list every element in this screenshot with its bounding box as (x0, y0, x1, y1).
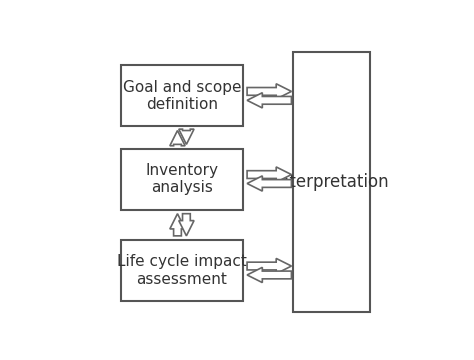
Bar (121, 66, 243, 126)
Text: Life cycle impact
assessment: Life cycle impact assessment (117, 254, 247, 287)
Bar (121, 149, 243, 210)
Polygon shape (170, 214, 185, 236)
Polygon shape (179, 214, 194, 236)
Polygon shape (247, 84, 292, 99)
Text: Goal and scope
definition: Goal and scope definition (123, 80, 241, 112)
Text: Inventory
analysis: Inventory analysis (146, 163, 219, 195)
Polygon shape (247, 167, 292, 182)
Polygon shape (247, 93, 292, 108)
Bar (121, 240, 243, 301)
Polygon shape (247, 258, 292, 274)
Polygon shape (179, 129, 194, 144)
Polygon shape (170, 131, 185, 146)
Text: Interpretation: Interpretation (274, 173, 389, 191)
Polygon shape (247, 176, 292, 191)
Bar (293, 51, 371, 312)
Polygon shape (247, 267, 292, 283)
